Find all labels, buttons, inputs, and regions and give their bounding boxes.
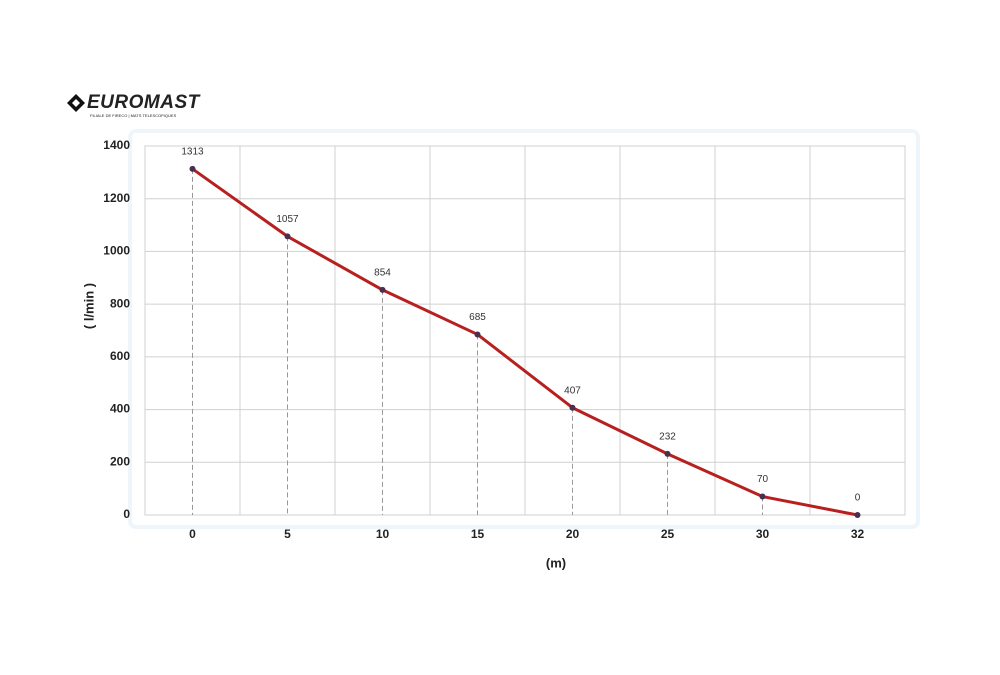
x-tick-label: 0 <box>189 527 196 541</box>
y-axis-label: ( l/min ) <box>81 283 96 329</box>
chart-frame <box>128 129 920 529</box>
y-tick-label: 400 <box>110 402 130 416</box>
y-tick-label: 0 <box>123 507 130 521</box>
x-tick-label: 10 <box>376 527 390 541</box>
marker <box>759 493 766 500</box>
marker <box>569 404 576 411</box>
logo-name: EUROMAST <box>87 92 201 113</box>
y-tick-label: 200 <box>110 454 130 468</box>
logo-tagline: FILIALE DE FIRECO | MATS TELESCOPIQUES <box>90 113 177 118</box>
data-label: 1057 <box>276 214 299 225</box>
y-tick-label: 1200 <box>103 191 130 205</box>
data-label: 1313 <box>181 147 204 158</box>
marker <box>474 331 481 338</box>
data-label: 685 <box>469 312 486 323</box>
x-tick-label: 25 <box>661 527 675 541</box>
x-tick-label: 20 <box>566 527 580 541</box>
data-label: 854 <box>374 268 391 279</box>
series-line <box>191 167 858 517</box>
data-label: 0 <box>855 493 861 504</box>
logo-icon <box>67 94 85 112</box>
marker <box>664 450 671 457</box>
data-label: 407 <box>564 385 581 396</box>
y-tick-label: 800 <box>110 296 130 310</box>
x-tick-label: 30 <box>756 527 770 541</box>
y-tick-label: 1000 <box>103 244 130 258</box>
logo: EUROMAST FILIALE DE FIRECO | MATS TELESC… <box>67 92 201 118</box>
data-label: 232 <box>659 431 676 442</box>
x-tick-label: 15 <box>471 527 485 541</box>
marker <box>854 512 861 518</box>
y-tick-label: 1400 <box>103 138 130 152</box>
marker <box>379 286 386 293</box>
marker <box>284 233 291 240</box>
y-tick-label: 600 <box>110 349 130 363</box>
x-axis-label: (m) <box>546 555 566 570</box>
x-tick-label: 5 <box>284 527 291 541</box>
marker <box>189 165 196 172</box>
data-label: 70 <box>757 474 769 485</box>
x-tick-label: 32 <box>851 527 865 541</box>
